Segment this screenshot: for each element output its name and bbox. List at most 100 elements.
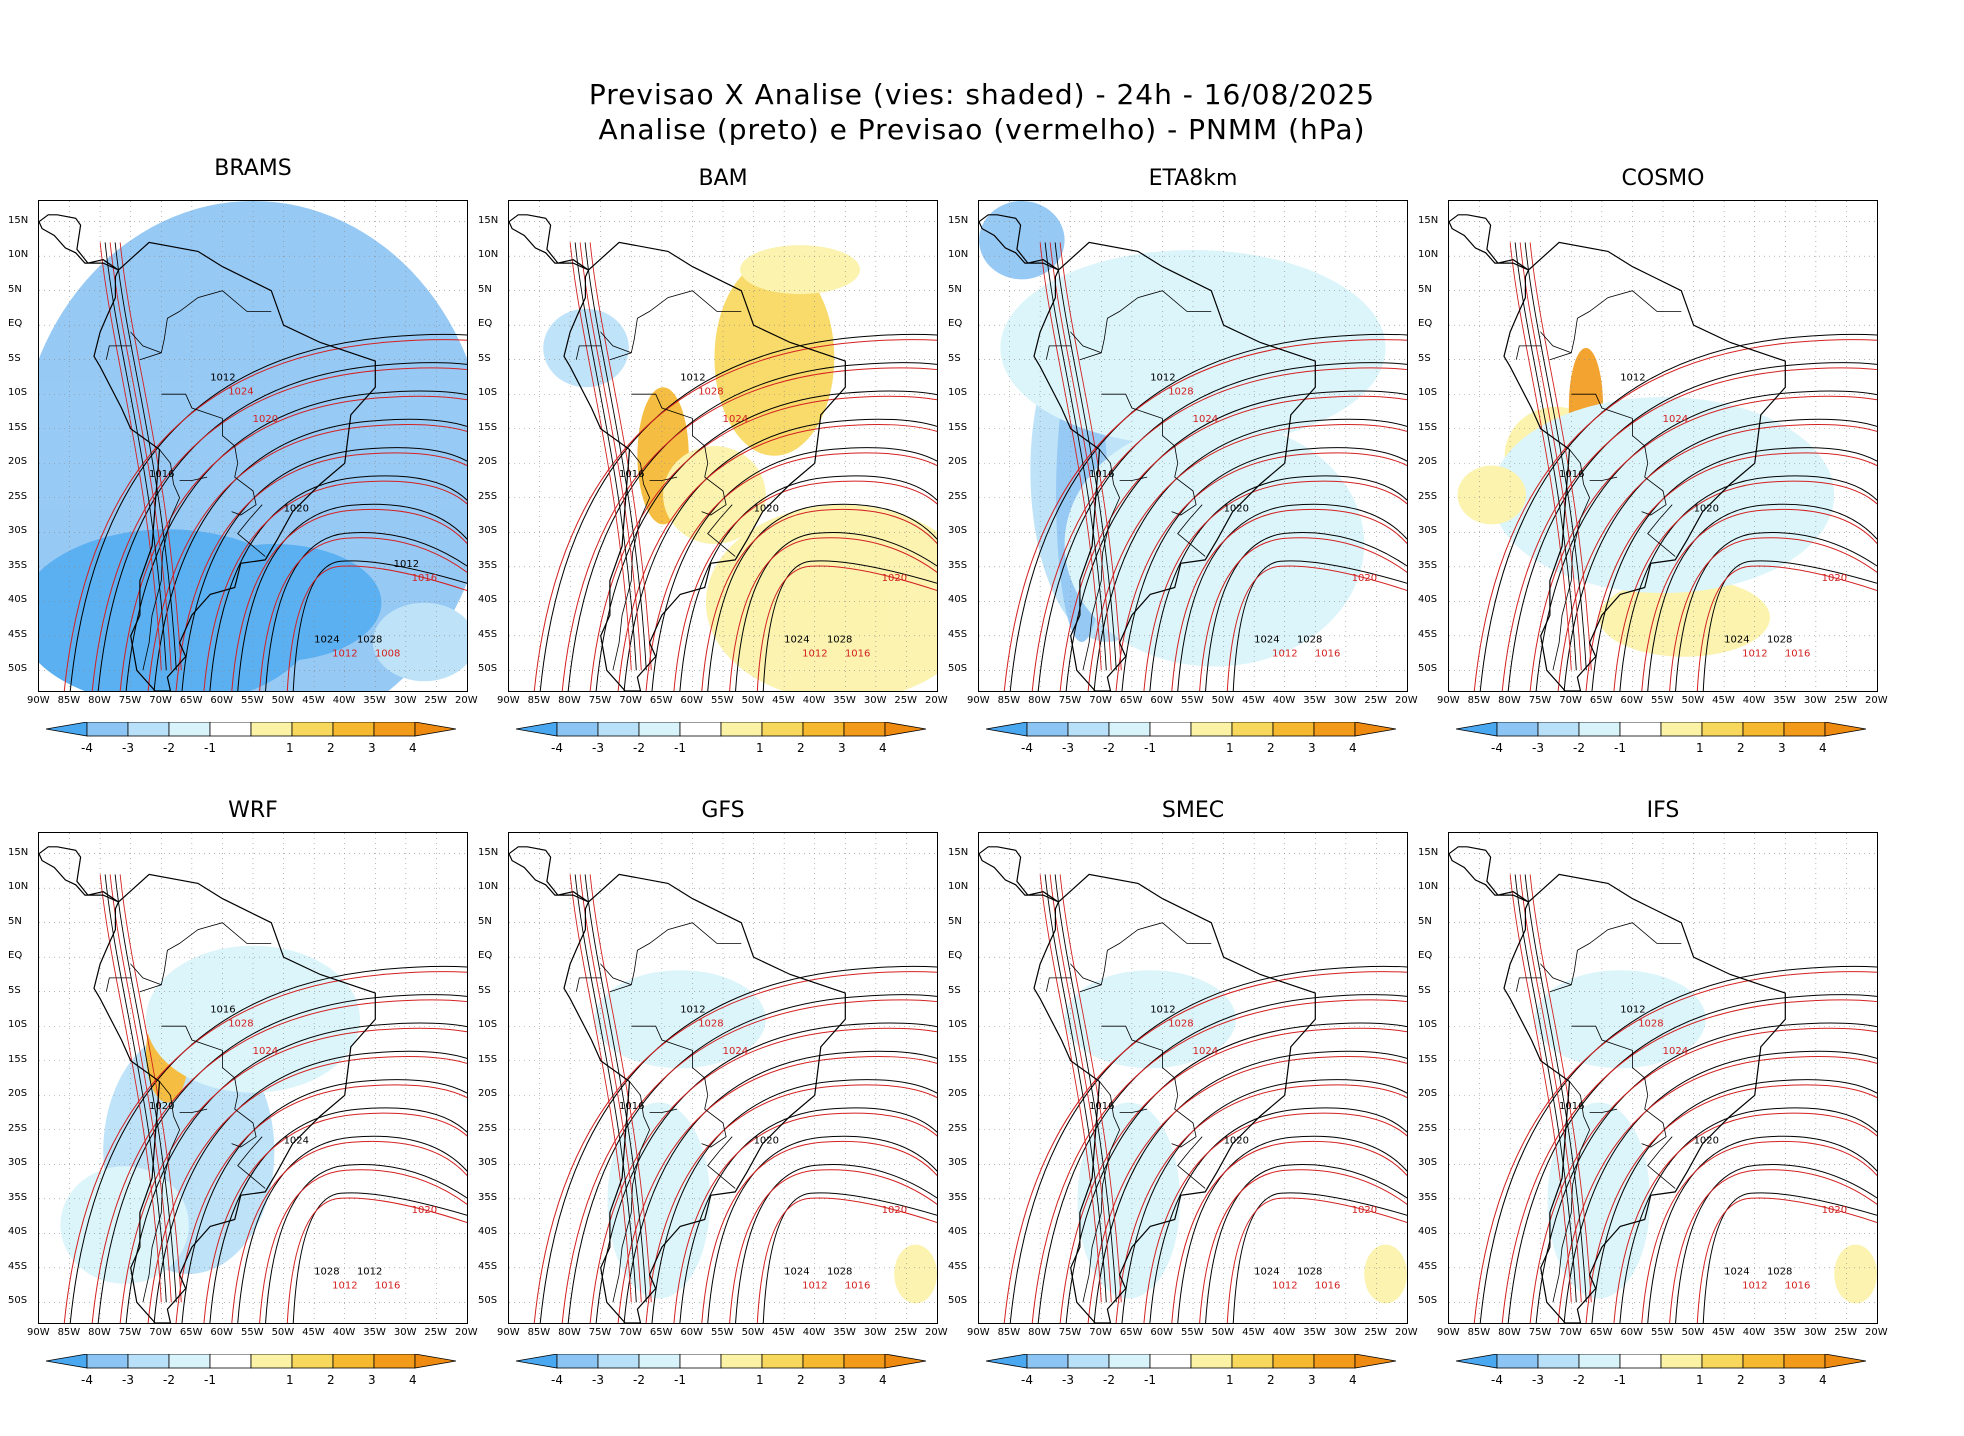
- lon-tick-label: 30W: [393, 1327, 417, 1338]
- isobars: [533, 242, 937, 691]
- analysis-isobar: [1044, 242, 1107, 671]
- lon-tick-label: 60W: [1620, 695, 1644, 706]
- colorbar-label: -3: [122, 1373, 134, 1387]
- map-panel-eta8km: ETA8km 15N 10N 5N EQ 5S 10S 15S 20S 25S 30S 35S 40S 4…: [948, 148, 1440, 755]
- analysis-isobar: [574, 242, 637, 671]
- analysis-contour-label: 1012: [680, 1004, 705, 1015]
- colorbar-swatch: [515, 1353, 558, 1369]
- colorbar-swatch: [86, 1353, 129, 1369]
- lon-tick-label: 30W: [393, 695, 417, 706]
- analysis-isobar: [104, 242, 167, 671]
- country-border: [1571, 393, 1649, 464]
- analysis-isobar: [237, 1135, 467, 1323]
- colorbar-swatch: [843, 721, 886, 737]
- bias-shade-region: [705, 504, 937, 691]
- country-border: [1641, 1095, 1667, 1148]
- lon-tick-label: 65W: [1119, 695, 1143, 706]
- lon-tick-label: 80W: [1028, 695, 1051, 706]
- colorbar-label: 4: [1349, 1373, 1357, 1387]
- colorbar-swatch: [985, 721, 1028, 737]
- colorbar-swatch: [1783, 1353, 1826, 1369]
- lat-tick-label: 5N: [478, 283, 492, 295]
- colorbar: -4 -3 -2 -1 1 2 3 4: [985, 1353, 1397, 1394]
- lon-tick-label: 50W: [1211, 695, 1235, 706]
- analysis-contour-label: 1028: [1767, 635, 1792, 646]
- analysis-contour-label: 1016: [1089, 469, 1114, 480]
- colorbar: -4 -3 -2 -1 1 2 3 4: [1455, 721, 1867, 762]
- forecast-isobar: [756, 565, 937, 691]
- south-america-outline: [93, 873, 376, 1323]
- forecast-isobar: [1226, 1197, 1407, 1323]
- lat-tick-label: 45S: [8, 628, 28, 640]
- forecast-contour-label: 1024: [723, 1046, 748, 1057]
- forecast-isobar: [1696, 1197, 1877, 1323]
- lon-tick-label: 75W: [1058, 1327, 1082, 1338]
- analysis-isobar: [1507, 362, 1877, 691]
- lat-tick-label: 30S: [948, 1157, 968, 1169]
- lon-tick-label: 45W: [302, 695, 325, 706]
- lat-tick-label: 15S: [1418, 421, 1438, 433]
- forecast-isobar: [589, 1027, 937, 1323]
- analysis-isobar: [1177, 503, 1407, 691]
- analysis-isobar: [595, 390, 937, 691]
- lon-tick-label: 85W: [997, 1327, 1021, 1338]
- bias-shade-region: [543, 308, 629, 388]
- analysis-contour-label: 1012: [1150, 1004, 1175, 1015]
- lon-tick-label: 50W: [1211, 1327, 1235, 1338]
- colorbar-swatch: [1272, 1353, 1315, 1369]
- colorbar-label: 1: [286, 741, 294, 755]
- colorbar-label: 1: [286, 1373, 294, 1387]
- analysis-isobar: [1702, 560, 1877, 691]
- forecast-isobar: [119, 874, 182, 1303]
- forecast-isobar: [1696, 565, 1877, 691]
- colorbar-label: 2: [1267, 741, 1275, 755]
- colorbar-swatch: [884, 721, 927, 737]
- panel-title: ETA8km: [1148, 166, 1238, 191]
- analysis-contour-label: 1012: [1620, 372, 1645, 383]
- lat-tick-label: 10N: [1418, 249, 1439, 261]
- panel-title: SMEC: [1161, 798, 1225, 823]
- lon-tick-label: 80W: [88, 695, 111, 706]
- colorbar-label: -1: [1144, 1373, 1156, 1387]
- lat-tick-label: 10N: [1418, 881, 1439, 893]
- map-panel-smec: SMEC 15N 10N 5N EQ 5S 10S 15S 20S 25S 30S 35S 40S 45S…: [948, 780, 1440, 1387]
- bias-shade-region: [1547, 1102, 1651, 1299]
- map-area: 1012 1016 1020 1024 1028 1012 1016 1020 1024 1028: [978, 200, 1408, 692]
- colorbar-swatch: [250, 721, 293, 737]
- country-border: [161, 1025, 239, 1096]
- lon-tick-label: 30W: [1803, 695, 1827, 706]
- lat-tick-label: 10N: [8, 249, 29, 261]
- colorbar-swatch: [1537, 1353, 1580, 1369]
- country-border: [105, 345, 131, 360]
- colorbar-swatch: [1660, 721, 1703, 737]
- colorbar-label: -1: [674, 1373, 686, 1387]
- lon-tick-label: 75W: [588, 695, 612, 706]
- lat-tick-label: 35S: [1418, 559, 1438, 571]
- country-border: [1045, 345, 1071, 360]
- lat-tick-label: EQ: [1418, 318, 1433, 330]
- country-border: [1082, 1081, 1121, 1303]
- country-border: [231, 463, 257, 516]
- colorbar-swatch: [638, 721, 681, 737]
- lon-tick-label: 40W: [332, 1327, 356, 1338]
- forecast-isobar: [1039, 242, 1102, 671]
- analysis-contour-label: 1024: [1254, 1267, 1279, 1278]
- forecast-isobar: [1115, 1084, 1407, 1323]
- colorbar-label: -2: [633, 1373, 645, 1387]
- country-border: [1549, 290, 1682, 361]
- forecast-isobar: [1669, 1169, 1877, 1323]
- forecast-isobar: [1585, 1084, 1877, 1323]
- analysis-isobar: [1093, 418, 1407, 691]
- lon-tick-label: 35W: [1303, 1327, 1326, 1338]
- lat-tick-label: 30S: [1418, 525, 1438, 537]
- map-area: 1012 1016 1020 1024 1028 1012 1016 1020 1024 1028: [978, 832, 1408, 1324]
- lon-tick-label: 50W: [1681, 695, 1705, 706]
- analysis-contour-label: 1028: [827, 635, 852, 646]
- coastlines: [39, 214, 376, 691]
- analysis-isobar: [707, 1135, 937, 1323]
- lat-tick-label: 5S: [8, 352, 21, 364]
- country-border: [1177, 1136, 1206, 1189]
